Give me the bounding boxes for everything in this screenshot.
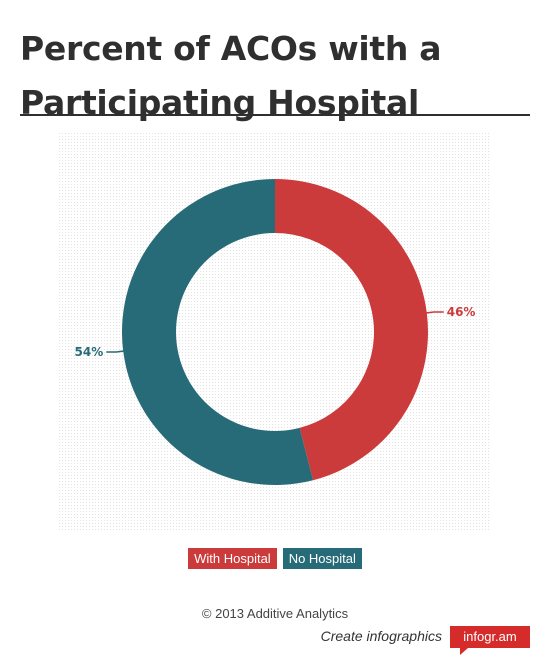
chart-title: Percent of ACOs with a Participating Hos… — [20, 29, 442, 122]
value-label-no-hospital: 54% — [75, 345, 104, 359]
create-infographics-link[interactable]: Create infographics — [320, 628, 442, 644]
legend-item-with-hospital[interactable]: With Hospital — [188, 548, 277, 569]
chart-panel: 46% 54% — [58, 132, 491, 530]
legend-item-no-hospital[interactable]: No Hospital — [282, 548, 362, 569]
leader-line-with-hospital — [425, 311, 444, 314]
chart-legend: With Hospital No Hospital — [0, 548, 550, 569]
infogram-logo[interactable]: infogr.am — [450, 626, 530, 648]
title-divider — [20, 114, 530, 116]
donut-slice-no-hospital[interactable] — [122, 178, 314, 485]
leader-line-no-hospital — [106, 350, 125, 353]
value-label-with-hospital: 46% — [447, 305, 476, 319]
infogram-logo-tail — [460, 648, 468, 655]
copyright-text: © 2013 Additive Analytics — [201, 606, 349, 621]
donut-slice-with-hospital[interactable] — [275, 179, 429, 481]
donut-chart: 46% 54% — [75, 178, 476, 485]
